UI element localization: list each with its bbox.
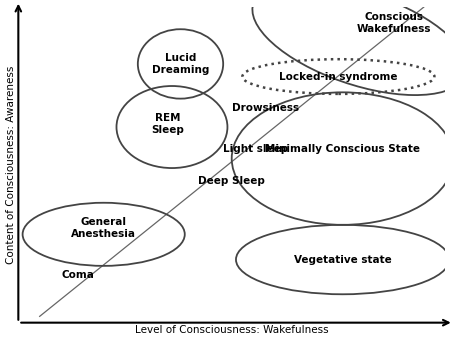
Text: Minimally Conscious State: Minimally Conscious State — [265, 144, 420, 154]
Y-axis label: Content of Consciousness: Awareness: Content of Consciousness: Awareness — [5, 66, 15, 264]
Text: REM
Sleep: REM Sleep — [151, 113, 184, 135]
Text: General
Anesthesia: General Anesthesia — [71, 217, 136, 239]
Text: Drowsiness: Drowsiness — [232, 103, 299, 113]
X-axis label: Level of Consciousness: Wakefulness: Level of Consciousness: Wakefulness — [135, 325, 329, 336]
Text: Coma: Coma — [61, 270, 94, 280]
Text: Deep Sleep: Deep Sleep — [197, 176, 264, 186]
Text: Vegetative state: Vegetative state — [294, 255, 391, 265]
Text: Light sleep: Light sleep — [223, 144, 288, 154]
Text: Locked-in syndrome: Locked-in syndrome — [279, 72, 398, 81]
Text: Conscious
Wakefulness: Conscious Wakefulness — [357, 12, 431, 34]
Text: Lucid
Dreaming: Lucid Dreaming — [152, 53, 209, 75]
